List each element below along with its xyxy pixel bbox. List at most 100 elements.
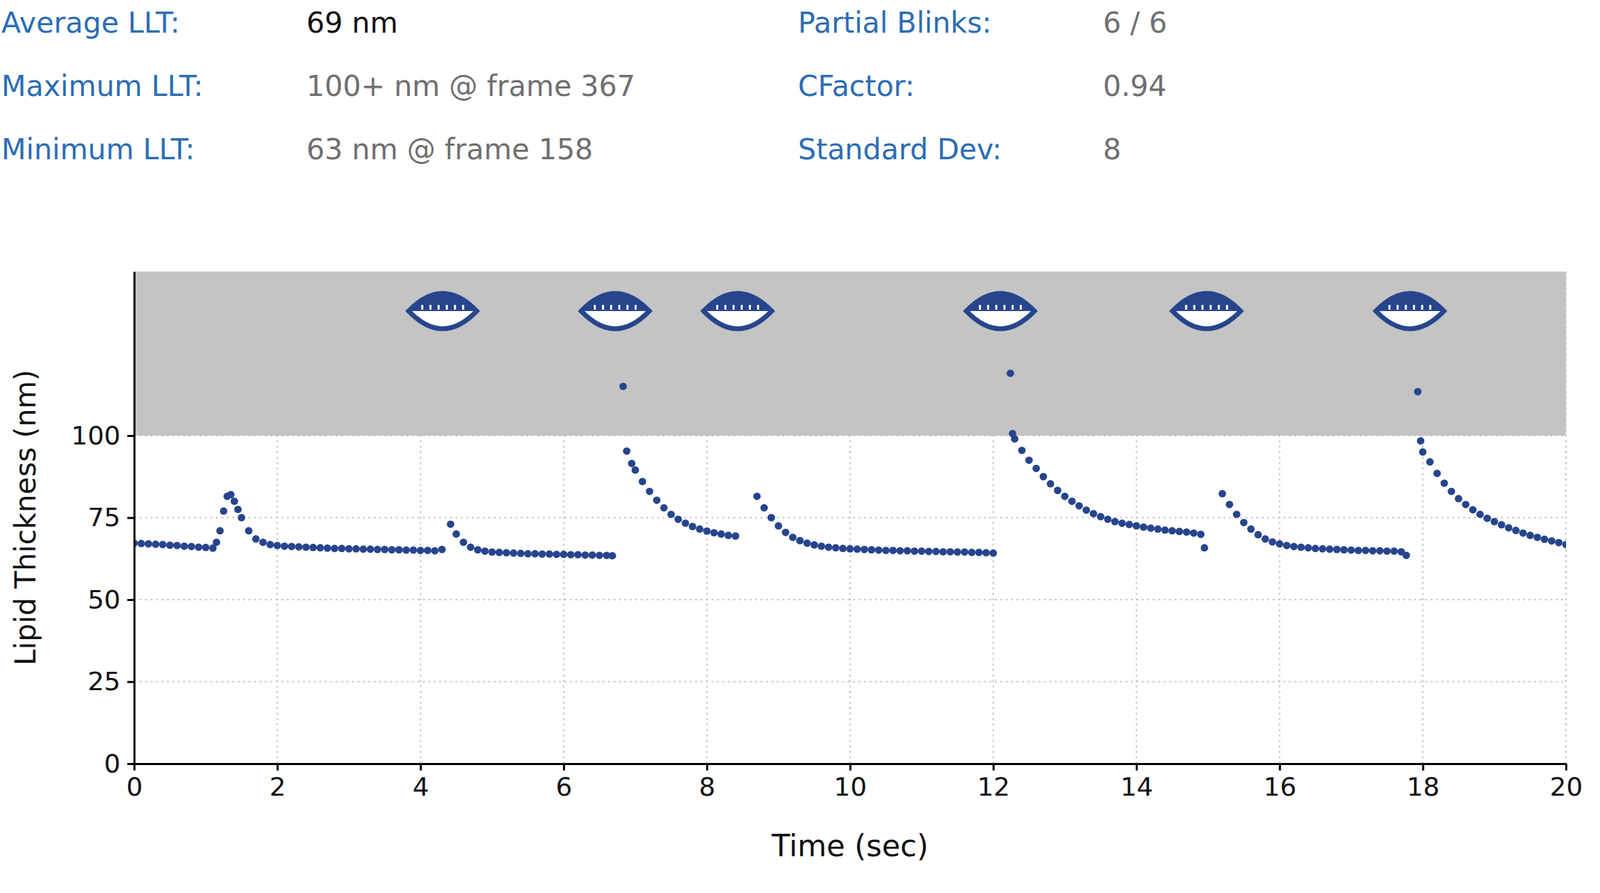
data-point	[832, 544, 840, 552]
data-point	[1039, 473, 1048, 481]
x-tick-mark	[992, 763, 995, 771]
data-point	[359, 545, 367, 553]
data-point	[674, 515, 683, 523]
data-point	[860, 546, 869, 554]
blink-icon-lid	[703, 293, 772, 312]
data-point	[1497, 521, 1506, 530]
data-point	[889, 546, 897, 555]
data-point	[1369, 547, 1377, 555]
data-point	[717, 530, 726, 538]
x-tick-mark	[1565, 763, 1568, 771]
y-tick-label: 0	[104, 748, 121, 779]
data-point	[1261, 535, 1270, 543]
x-tick: 10	[834, 763, 867, 803]
blink-icon-outline	[1376, 293, 1445, 329]
blink-icon-outline	[966, 293, 1035, 329]
blink-icon-outline	[1172, 293, 1241, 329]
blink-icon-outline	[581, 293, 650, 329]
data-point	[1233, 510, 1241, 519]
blink-icon-outline	[408, 293, 477, 329]
stats: Average LLT:69 nmMaximum LLT:100+ nm @ f…	[1, 6, 1167, 167]
data-point	[619, 382, 628, 391]
data-point	[316, 544, 325, 552]
data-point	[219, 507, 228, 515]
data-point	[803, 539, 811, 548]
data-point	[896, 547, 905, 555]
blink-icon-lid	[1376, 293, 1445, 312]
blink-icon-lash	[1388, 305, 1391, 310]
data-point	[488, 548, 496, 557]
grid-line-y	[134, 517, 1566, 519]
data-point	[531, 550, 539, 558]
x-tick: 8	[699, 763, 716, 803]
data-point	[251, 535, 260, 543]
blink-icon-lash	[995, 305, 998, 310]
data-point	[516, 550, 525, 558]
data-point	[424, 546, 432, 555]
data-point	[1200, 544, 1208, 552]
data-point	[381, 546, 389, 554]
data-point	[1440, 479, 1449, 487]
chart: Average LLT:69 nmMaximum LLT:100+ nm @ f…	[0, 0, 1600, 893]
shaded-band	[134, 271, 1566, 436]
blink-icon	[966, 293, 1035, 329]
data-point	[459, 538, 468, 547]
x-tick: 2	[269, 763, 286, 803]
data-point	[731, 532, 740, 540]
y-tick-label: 75	[87, 502, 121, 533]
data-point	[216, 526, 224, 535]
y-tick-mark	[127, 763, 135, 766]
stat-label: Partial Blinks:	[797, 6, 992, 40]
data-point	[1154, 525, 1162, 534]
data-point	[430, 547, 439, 555]
x-tick: 14	[1120, 763, 1153, 803]
x-tick-mark	[1278, 763, 1281, 771]
data-point	[409, 546, 418, 555]
blink-icon-lash	[634, 305, 637, 310]
stat-value: 0.94	[1102, 69, 1167, 103]
data-point	[259, 538, 267, 547]
blink-icon-lash	[757, 305, 760, 310]
data-point	[545, 550, 553, 559]
data-point	[1032, 465, 1040, 473]
data-point	[1416, 437, 1425, 445]
data-point	[1526, 531, 1534, 540]
stat-value: 100+ nm @ frame 367	[306, 69, 636, 103]
data-point	[925, 548, 933, 556]
data-point	[352, 545, 360, 553]
x-tick-label: 2	[269, 772, 286, 803]
data-point	[1318, 545, 1327, 553]
blink-icon-lash	[462, 305, 465, 310]
data-point	[910, 547, 919, 555]
data-point	[946, 548, 954, 556]
blink-icon-lash	[626, 305, 629, 310]
data-point	[1426, 458, 1434, 466]
data-point	[939, 548, 948, 556]
blink-icon-lash	[429, 305, 432, 310]
x-tick-label: 12	[977, 772, 1010, 803]
data-point	[552, 550, 561, 559]
blink-icon-lash	[987, 305, 990, 310]
data-point	[187, 542, 196, 551]
blink-icon	[581, 293, 650, 329]
data-point	[1326, 545, 1334, 553]
blink-icon-lash	[748, 305, 751, 310]
data-point	[366, 545, 374, 553]
data-point	[1168, 526, 1176, 535]
x-tick-label: 18	[1406, 772, 1440, 803]
x-tick: 0	[125, 763, 143, 803]
x-tick-mark	[276, 763, 279, 771]
data-point	[652, 496, 661, 504]
data-point	[903, 547, 911, 555]
data-point	[974, 548, 983, 557]
data-point	[323, 544, 331, 553]
data-point	[1006, 369, 1015, 378]
data-point	[173, 541, 182, 550]
data-point	[402, 546, 410, 555]
data-point	[309, 544, 317, 552]
data-point	[538, 550, 547, 559]
points	[134, 369, 1566, 560]
data-point	[1461, 501, 1470, 509]
data-point	[1075, 502, 1083, 510]
data-point	[1268, 538, 1276, 547]
